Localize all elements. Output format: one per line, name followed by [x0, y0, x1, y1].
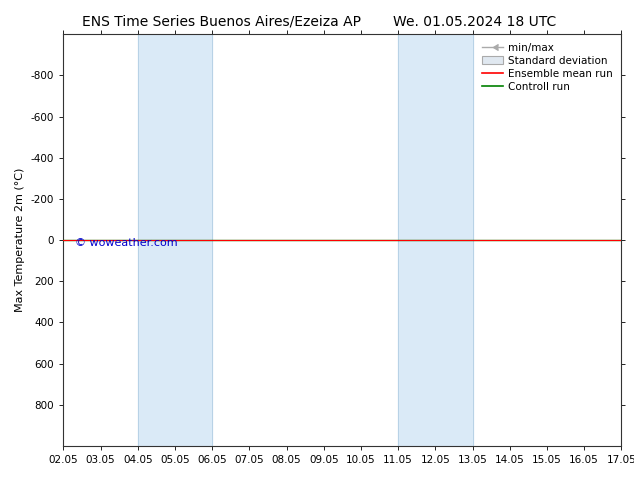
Y-axis label: Max Temperature 2m (°C): Max Temperature 2m (°C) [15, 168, 25, 312]
Text: ENS Time Series Buenos Aires/Ezeiza AP: ENS Time Series Buenos Aires/Ezeiza AP [82, 15, 361, 29]
Text: © woweather.com: © woweather.com [75, 238, 177, 248]
Bar [138, 34, 212, 446]
Legend: min/max, Standard deviation, Ensemble mean run, Controll run: min/max, Standard deviation, Ensemble me… [479, 40, 616, 95]
Text: We. 01.05.2024 18 UTC: We. 01.05.2024 18 UTC [393, 15, 556, 29]
Bar [398, 34, 472, 446]
